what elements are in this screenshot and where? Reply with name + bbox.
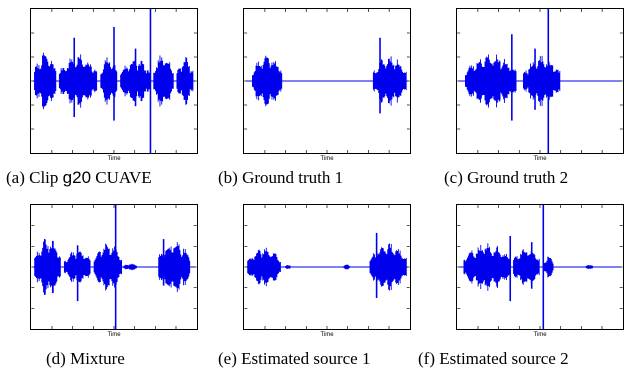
caption-text: (c) Ground truth 2 — [444, 168, 569, 187]
caption-text: (e) Estimated source 1 — [218, 349, 371, 368]
waveform-svg — [31, 9, 197, 153]
signal-waveform — [464, 54, 561, 108]
x-axis-label: Time — [107, 332, 121, 338]
x-axis-label: Time — [533, 332, 547, 338]
waveform-svg — [244, 9, 410, 153]
waveform-svg — [457, 9, 623, 153]
plot-c — [456, 8, 624, 154]
signal-waveform — [251, 55, 407, 107]
caption-text: (a) Clip — [6, 168, 63, 187]
caption-a: (a) Clip g20 CUAVE — [6, 168, 152, 188]
signal-waveform — [463, 243, 593, 291]
x-axis-label: Time — [107, 156, 121, 162]
caption-c: (c) Ground truth 2 — [444, 168, 568, 188]
caption-text: (b) Ground truth 1 — [218, 168, 344, 187]
x-axis-label: Time — [320, 332, 334, 338]
signal-waveform — [34, 52, 194, 110]
plot-f — [456, 204, 624, 330]
caption-e: (e) Estimated source 1 — [218, 349, 370, 369]
caption-text: (d) Mixture — [46, 349, 125, 368]
caption-d: (d) Mixture — [46, 349, 125, 369]
caption-clip-code: g20 — [62, 168, 92, 187]
caption-b: (b) Ground truth 1 — [218, 168, 343, 188]
x-axis-label: Time — [320, 156, 334, 162]
plot-b — [243, 8, 411, 154]
plot-d — [30, 204, 198, 330]
caption-text: (f) Estimated source 2 — [418, 349, 569, 368]
signal-waveform — [247, 243, 407, 291]
plot-e — [243, 204, 411, 330]
caption-f: (f) Estimated source 2 — [418, 349, 569, 369]
signal-waveform — [34, 239, 191, 295]
plot-a — [30, 8, 198, 154]
x-axis-label: Time — [533, 156, 547, 162]
waveform-svg — [457, 205, 623, 329]
waveform-svg — [244, 205, 410, 329]
waveform-svg — [31, 205, 197, 329]
caption-suffix: CUAVE — [91, 168, 152, 187]
